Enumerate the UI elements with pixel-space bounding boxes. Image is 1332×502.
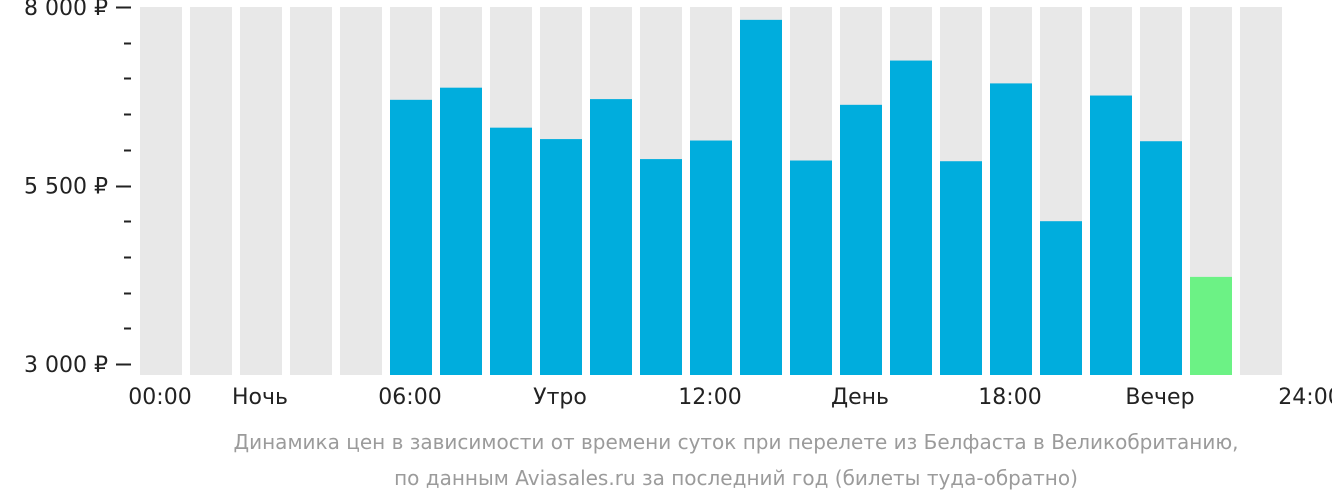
x-tick-label: Утро [533,385,587,410]
price-bar[interactable] [790,160,832,375]
price-bars [390,19,1232,376]
y-tick-label: 8 000 ₽ [24,0,108,21]
price-bar[interactable] [840,104,882,376]
x-tick-label: Ночь [232,385,288,410]
price-bar[interactable] [990,83,1032,375]
price-bar[interactable] [890,60,932,376]
price-bar[interactable] [540,139,582,375]
x-axis: 00:00 Ночь 06:00 Утро 12:00 День 18:00 Вечер 24:… [128,385,1332,410]
background-column [290,7,332,375]
x-tick-label: 06:00 [378,385,441,410]
background-column [340,7,382,375]
x-tick-label: 24:00 [1278,385,1332,410]
price-bar[interactable] [640,159,682,375]
x-tick-label: 18:00 [978,385,1041,410]
price-bar[interactable] [440,87,482,375]
y-tick-label: 5 500 ₽ [24,175,108,200]
chart-caption-line-2: по данным Aviasales.ru за последний год … [394,466,1078,490]
price-bar[interactable] [590,99,632,375]
price-bar[interactable] [1140,141,1182,375]
background-column [190,7,232,375]
price-bar[interactable] [1040,221,1082,375]
x-tick-label: День [831,385,889,410]
price-bar[interactable] [690,140,732,375]
x-tick-label: 12:00 [678,385,741,410]
price-bar[interactable] [390,99,432,375]
price-bar[interactable] [740,19,782,376]
price-by-time-chart: 8 000 ₽ 5 500 ₽ 3 000 ₽ 00:00 Ночь 06:00 Утро… [24,0,1332,410]
background-column [1240,7,1282,375]
price-bar-cheapest[interactable] [1190,276,1232,375]
y-axis: 8 000 ₽ 5 500 ₽ 3 000 ₽ [24,0,131,378]
price-bar[interactable] [1090,95,1132,375]
x-tick-label: 00:00 [128,385,191,410]
background-column [140,7,182,375]
y-tick-label: 3 000 ₽ [24,353,108,378]
price-bar[interactable] [940,161,982,375]
background-column [240,7,282,375]
price-bar[interactable] [490,127,532,375]
chart-caption-line-1: Динамика цен в зависимости от времени су… [233,430,1239,454]
x-tick-label: Вечер [1125,385,1194,410]
